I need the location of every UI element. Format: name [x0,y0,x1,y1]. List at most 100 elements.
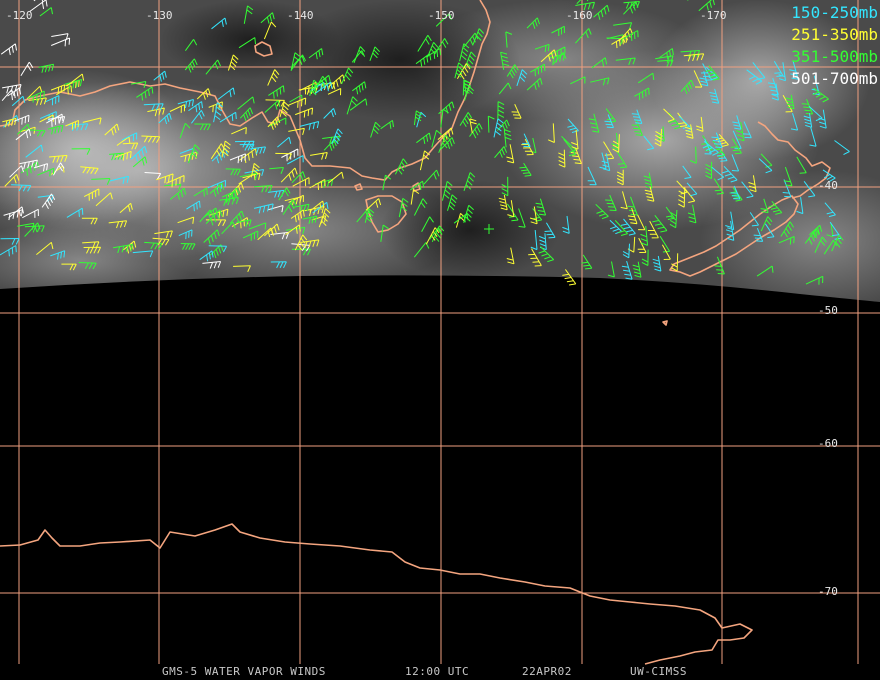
wind-barb [295,107,314,118]
wind-barb [748,175,757,193]
wind-barb [211,147,228,164]
wind-barb [462,79,471,96]
wind-barb [277,136,292,148]
wind-barb [239,172,258,180]
wind-barb [81,217,98,225]
wind-barb [282,199,297,215]
wind-barb [71,148,91,155]
wind-barb [293,203,310,213]
wind-barb [785,94,795,110]
wind-barb [699,71,709,87]
wind-barb [327,88,342,96]
wind-barb [352,81,367,95]
wind-barb [294,234,308,251]
wind-barb [671,253,679,272]
wind-barb [28,97,47,106]
wind-barbs [0,0,850,286]
wind-barb [314,81,333,95]
wind-barb [370,121,381,138]
wind-barb [789,60,799,80]
wind-barb [419,150,431,171]
wind-barb [300,239,320,249]
wind-barb [191,109,205,124]
wind-barb [563,138,576,157]
wind-barb [506,64,519,79]
wind-barb [622,243,630,259]
wind-barb [435,13,452,27]
wind-barb [250,163,260,178]
wind-barb [109,152,125,161]
wind-barb [469,123,483,139]
wind-barb [548,123,555,143]
wind-barb [308,48,324,60]
wind-barb [822,169,836,182]
wind-barb [654,128,663,147]
wind-barb [497,101,505,121]
wind-barb [243,5,254,24]
wind-barb [116,136,131,146]
wind-barb [132,250,154,258]
wind-barb [213,102,223,123]
wind-barb [459,43,470,62]
wind-barb [804,228,820,245]
wind-barb [65,119,79,130]
wind-barb [778,62,786,82]
wind-barb [208,101,223,113]
wind-barb [3,209,23,221]
wind-barb [760,216,773,232]
wind-barb [264,100,281,113]
wind-barb [494,146,508,159]
wind-barb [221,221,236,235]
wind-barb [267,69,280,86]
wind-barb [727,211,735,231]
wind-barb [33,163,49,172]
lon-label-140: -140 [287,9,314,22]
wind-barb [640,225,649,246]
wind-barb [225,168,241,176]
wind-barb [790,113,799,131]
wind-barb [796,197,804,215]
wind-barb [144,172,162,180]
footer-date: 22APR02 [522,665,572,678]
wind-barb [267,116,281,130]
wind-barb [0,245,17,257]
wind-barb [91,178,111,185]
wind-barb [382,174,392,191]
wind-barb [113,244,134,254]
wind-barb [782,179,792,198]
wind-barb [263,21,277,40]
wind-barb [637,72,655,84]
wind-barb [288,194,304,203]
wind-barb [472,28,485,45]
wind-barb [620,191,628,210]
wind-barb [528,248,542,267]
wind-barb [78,262,97,270]
wind-barb [562,269,577,286]
lat-lon-grid [0,0,880,664]
wind-barb [22,208,39,219]
wind-barb [267,205,284,213]
wind-barb [209,244,224,259]
wind-barb [530,230,538,251]
wind-barb [323,139,337,151]
wind-barb [623,30,639,41]
wind-barb [683,187,696,203]
wind-barb [285,224,301,236]
wind-barb [346,96,358,115]
wind-barb [601,153,611,172]
wind-barb [27,90,45,103]
wind-barb [742,121,752,139]
wind-barb [434,38,449,55]
wind-barb [253,203,274,214]
wind-barb [714,256,725,275]
wind-barb [269,117,287,127]
wind-barb [493,118,504,138]
wind-barb [505,31,513,48]
wind-barb [49,154,68,163]
wind-barb [684,124,694,139]
wind-barb [413,198,428,216]
wind-barb [426,48,441,59]
wind-barb [323,108,337,119]
wind-barb [82,117,102,125]
